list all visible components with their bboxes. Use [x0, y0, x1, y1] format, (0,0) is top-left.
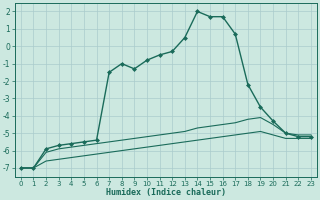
X-axis label: Humidex (Indice chaleur): Humidex (Indice chaleur) [106, 188, 226, 197]
